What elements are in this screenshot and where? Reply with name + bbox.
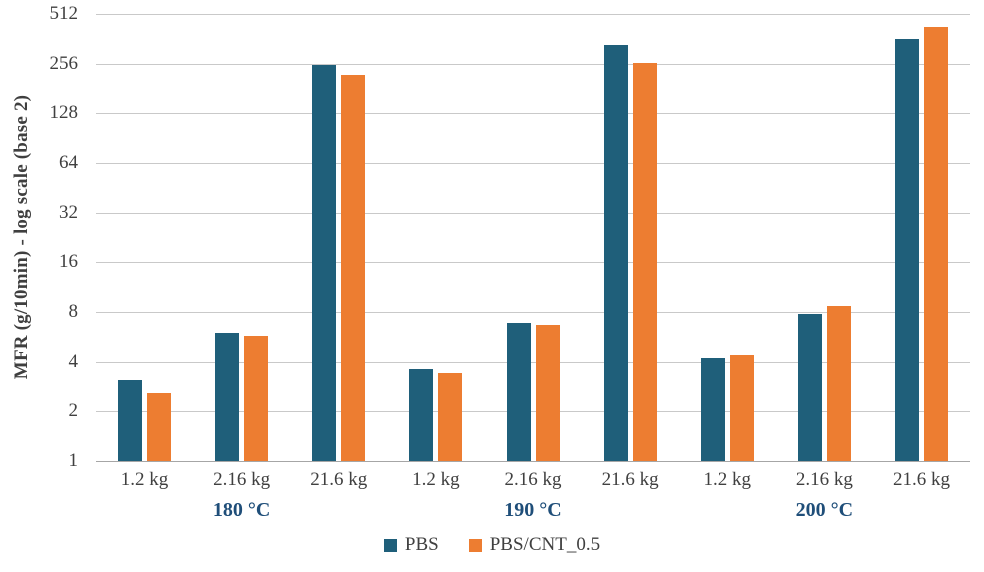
x-tick-label-1: 1.2 kg: [120, 469, 169, 490]
bar-pbs-cnt-0-5-3: [341, 74, 366, 461]
legend-swatch-pbs: [383, 538, 397, 552]
gridline-4: [96, 361, 970, 363]
gridline-64: [96, 163, 970, 164]
y-tick-label-512: 512: [49, 3, 79, 24]
bar-pbs-7: [700, 358, 725, 461]
bar-pbs-9: [894, 39, 919, 461]
bar-pbs-cnt-0-5-6: [632, 62, 657, 461]
bar-pbs-1: [118, 379, 143, 461]
bar-pbs-3: [312, 65, 337, 461]
y-tick-label-8: 8: [68, 301, 79, 322]
x-tick-label-8: 2.16 kg: [795, 469, 853, 490]
gridline-256: [96, 63, 970, 65]
x-tick-label-5: 2.16 kg: [504, 469, 562, 490]
legend-label-pbs: PBS: [404, 534, 439, 555]
bar-pbs-cnt-0-5-7: [729, 354, 754, 461]
gridline-32: [96, 212, 970, 214]
bar-pbs-2: [215, 332, 240, 461]
y-tick-label-2: 2: [68, 400, 79, 422]
x-tick-label-4: 1.2 kg: [412, 469, 460, 490]
bar-pbs-cnt-0-5-1: [147, 392, 172, 461]
x-tick-label-6: 21.6 kg: [601, 469, 659, 490]
y-tick-label-16: 16: [59, 251, 78, 273]
y-axis-tick-labels: 1 2 4 8 16 32 64 128 256 512: [0, 3, 88, 471]
bar-pbs-cnt-0-5-9: [923, 26, 948, 461]
x-tick-label-3: 21.6 kg: [310, 469, 368, 490]
bar-pbs-cnt-0-5-4: [438, 373, 463, 461]
group-label-190-c: 190 °C: [504, 499, 562, 521]
bar-pbs-6: [603, 45, 628, 461]
x-tick-label-2: 2.16 kg: [213, 469, 271, 490]
plot-area: [96, 14, 970, 462]
gridline-8: [96, 312, 970, 313]
y-tick-label-4: 4: [68, 350, 79, 372]
x-axis-group-labels: 180 °C 190 °C 200 °C: [96, 499, 970, 527]
legend-item-pbs: PBS: [383, 534, 439, 556]
legend-swatch-pbs-cnt-0-5: [468, 538, 482, 552]
gridline-16: [96, 262, 970, 264]
x-axis-tick-labels: 1.2 kg 2.16 kg 21.6 kg 1.2 kg 2.16 kg 21.6 kg…: [96, 469, 970, 495]
legend-item-pbs-cnt-0-5: PBS/CNT_0.5: [468, 534, 601, 556]
legend-label-pbs-cnt-0-5: PBS/CNT_0.5: [489, 534, 601, 555]
group-label-200-c: 200 °C: [795, 499, 854, 521]
gridline-128: [96, 113, 970, 115]
y-tick-label-128: 128: [49, 102, 79, 124]
bar-pbs-8: [797, 313, 822, 461]
bar-pbs-cnt-0-5-8: [826, 306, 851, 461]
y-tick-label-256: 256: [49, 52, 79, 74]
gridline-512: [96, 14, 970, 15]
y-tick-label-32: 32: [59, 201, 78, 223]
x-axis-line: [96, 461, 970, 462]
x-tick-label-7: 1.2 kg: [703, 469, 751, 490]
y-tick-label-1: 1: [68, 450, 79, 471]
legend: PBS PBS/CNT_0.5: [0, 534, 984, 556]
bar-pbs-4: [409, 369, 434, 461]
group-label-180-c: 180 °C: [212, 499, 271, 521]
bar-pbs-cnt-0-5-2: [244, 336, 269, 461]
y-tick-label-64: 64: [59, 152, 78, 173]
bar-pbs-cnt-0-5-5: [535, 324, 560, 461]
bar-pbs-5: [506, 322, 531, 461]
x-tick-label-9: 21.6 kg: [892, 469, 950, 490]
gridline-2: [96, 411, 970, 413]
